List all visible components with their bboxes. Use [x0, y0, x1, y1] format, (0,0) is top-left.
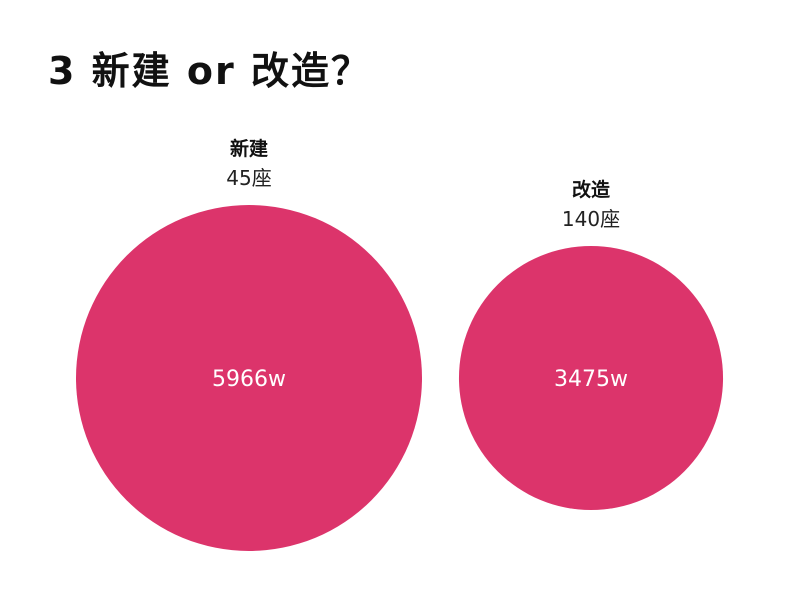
bubble-count-label-0: 45座	[226, 166, 271, 190]
bubble-name-label-0: 新建	[230, 137, 268, 160]
bubble-0	[76, 205, 422, 551]
bubble-group-1: 3475w 改造 140座	[458, 178, 724, 511]
page-title: 3 新建 or 改造？	[48, 49, 371, 93]
bubble-value-label-0: 5966w	[212, 367, 286, 392]
bubble-name-label-1: 改造	[572, 178, 611, 201]
bubble-group-0: 5966w 新建 45座	[76, 137, 422, 551]
bubble-count-label-1: 140座	[562, 207, 620, 231]
bubble-1	[458, 245, 724, 511]
bubble-value-label-1: 3475w	[554, 367, 628, 392]
